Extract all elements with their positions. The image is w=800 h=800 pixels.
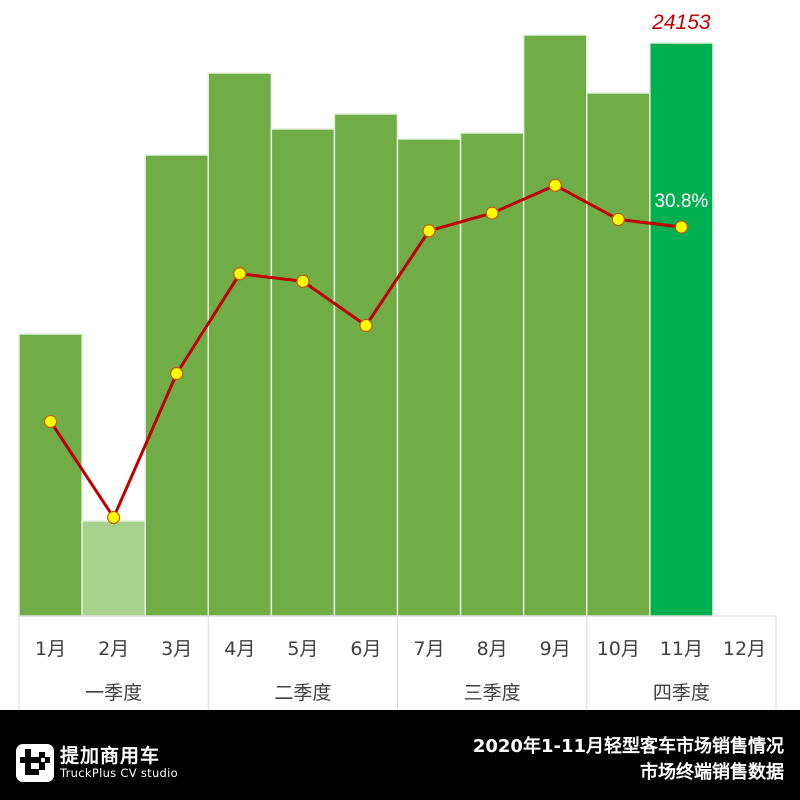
line-value-label: 30.8% (654, 191, 708, 212)
quarter-label: 三季度 (464, 682, 521, 704)
bar-series (18, 34, 714, 617)
bar-4月 (207, 72, 273, 617)
line-marker (233, 267, 247, 281)
month-label: 7月 (413, 638, 444, 660)
bar-7月 (396, 138, 462, 617)
month-label: 10月 (597, 638, 640, 660)
line-marker (611, 212, 625, 227)
line-marker (43, 414, 58, 429)
line-marker (548, 178, 562, 192)
truckplus-logo-icon (16, 744, 54, 782)
bar-8月 (459, 132, 525, 617)
brand-name-cn: 提加商用车 (60, 745, 161, 767)
category-axis: 一季度 二季度 三季度 四季度 1月 2月 3月 4月 5月 6月 7月 8月 9月 10月 11月 12月 (18, 615, 777, 710)
bar-11月 (649, 42, 714, 617)
bar-2月 (81, 520, 146, 617)
brand-name-en: TruckPlus CV studio (60, 766, 178, 780)
bar-9月 (522, 34, 588, 617)
bar-1月 (18, 333, 83, 617)
quarter-label: 一季度 (85, 682, 142, 704)
month-label: 8月 (477, 638, 508, 660)
line-marker (170, 366, 184, 381)
month-label: 9月 (540, 638, 571, 660)
line-marker (674, 220, 688, 234)
bar-3月 (144, 154, 210, 617)
chart-subtitle: 市场终端销售数据 (640, 762, 784, 783)
quarter-label: 二季度 (274, 682, 331, 704)
data-labels: 24153 30.8% (651, 11, 711, 212)
bar-6月 (333, 113, 399, 617)
line-marker (359, 318, 373, 333)
brand-logo: 提加商用车 TruckPlus CV studio (16, 744, 178, 782)
quarter-label: 四季度 (653, 682, 710, 704)
line-marker (296, 274, 310, 288)
line-marker (422, 224, 436, 238)
line-marker (485, 206, 499, 220)
month-label: 2月 (98, 638, 129, 660)
bar-5月 (270, 128, 336, 617)
line-series (43, 178, 688, 525)
month-label: 5月 (287, 638, 318, 660)
month-label: 6月 (350, 638, 381, 660)
bar-10月 (586, 92, 651, 617)
month-label: 3月 (161, 638, 192, 660)
bar-value-label: 24153 (651, 11, 711, 34)
footer-bar (0, 710, 800, 800)
chart-title: 2020年1-11月轻型客车市场销售情况 (472, 736, 784, 757)
month-label: 11月 (660, 638, 703, 660)
line-marker (107, 510, 121, 525)
month-label: 12月 (723, 638, 766, 660)
month-label: 4月 (224, 638, 255, 660)
month-label: 1月 (35, 638, 66, 660)
